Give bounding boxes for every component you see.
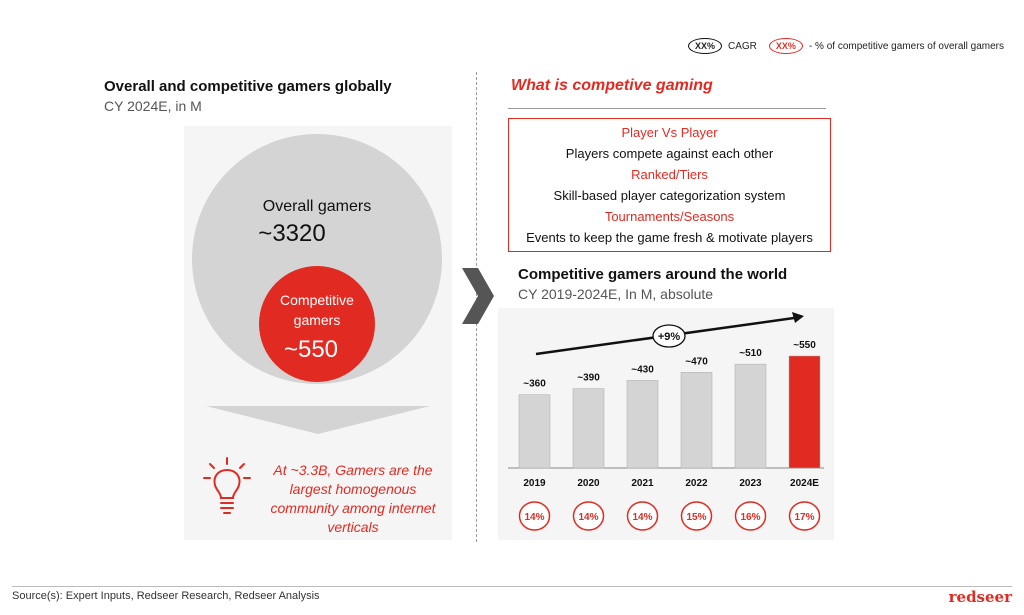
chevron-right-icon [462, 268, 494, 324]
overall-gamers-label: Overall gamers [262, 198, 372, 215]
value-label-2021: ~430 [631, 364, 654, 375]
bar-2020 [572, 388, 605, 469]
definition-text-2: Skill-based player categorization system [553, 188, 786, 203]
share-pill-2019 [518, 501, 551, 531]
definition-text-3: Events to keep the game fresh & motivate… [526, 230, 813, 245]
insight-line-3: community among internet [270, 500, 436, 516]
bar-2024E [788, 355, 821, 469]
cagr-arrowhead [792, 312, 804, 323]
chart-title: Competitive gamers around the world [518, 266, 788, 283]
competitive-gamers-value: ~550 [283, 336, 339, 363]
legend: XX% CAGR XX% - % of competitive gamers o… [687, 38, 1004, 54]
share-label-2022: 15% [686, 512, 706, 523]
share-label-2023: 16% [740, 512, 760, 523]
share-pill-2022 [680, 501, 713, 531]
share-label-2020: 14% [578, 512, 598, 523]
value-label-2022: ~470 [685, 356, 708, 367]
bar-2021 [626, 380, 659, 469]
lightbulb-icon [203, 457, 251, 514]
share-label-2021: 14% [632, 512, 652, 523]
definition-head-3: Tournaments/Seasons [604, 209, 735, 224]
share-pill-2023 [734, 501, 767, 531]
definition-title: What is competive gaming [511, 77, 713, 94]
insight-line-4: verticals [327, 519, 379, 535]
value-label-2023: ~510 [739, 348, 762, 359]
category-label-2020: 2020 [577, 478, 600, 489]
share-pill-2021 [626, 501, 659, 531]
insight-line-2: largest homogenous [289, 481, 417, 497]
category-label-2019: 2019 [523, 478, 546, 489]
competitive-gamers-label: Competitive gamers [259, 290, 375, 330]
value-label-2019: ~360 [523, 379, 546, 390]
category-label-2021: 2021 [631, 478, 654, 489]
competitive-gamers-circle [259, 266, 375, 382]
share-label-2019: 14% [524, 512, 544, 523]
bar-2019 [518, 394, 551, 469]
bar-chart: ~360 2019 14% ~390 2020 14% ~430 2021 14% ~470 202… [508, 312, 824, 531]
source-text: Source(s): Expert Inputs, Redseer Resear… [12, 590, 320, 602]
competitive-label-line-1: Competitive [280, 292, 354, 308]
category-label-2022: 2022 [685, 478, 708, 489]
cagr-legend-pill: XX% [687, 38, 722, 54]
overall-gamers-value: ~3320 [258, 220, 326, 247]
cagr-label: +9% [658, 331, 681, 343]
cagr-legend-label: CAGR [728, 40, 757, 52]
definition-head-1: Player Vs Player [621, 125, 718, 140]
category-label-2023: 2023 [739, 478, 762, 489]
insight-text: At ~3.3B, Gamers are the largest homogen… [258, 461, 448, 537]
definition-text-1: Players compete against each other [565, 146, 774, 161]
share-label-2024E: 17% [794, 512, 814, 523]
share-legend-label: - % of competitive gamers of overall gam… [808, 40, 1004, 52]
category-label-2024E: 2024E [790, 478, 819, 489]
competitive-label-line-2: gamers [293, 312, 341, 328]
value-label-2024E: ~550 [793, 340, 816, 351]
insight-line-1: At ~3.3B, Gamers are the [273, 462, 433, 478]
value-label-2020: ~390 [577, 373, 600, 384]
left-subtitle: CY 2024E, in M [104, 98, 202, 114]
title-underline [508, 108, 826, 109]
bar-2022 [680, 372, 713, 469]
share-pill-2024E [788, 501, 821, 531]
redseer-logo: redseer [948, 588, 1012, 606]
definition-head-2: Ranked/Tiers [631, 167, 708, 182]
share-pill-2020 [572, 501, 605, 531]
chart-subtitle: CY 2019-2024E, In M, absolute [518, 286, 714, 302]
definition-box: Player Vs Player Players compete against… [508, 118, 831, 252]
bar-2023 [734, 363, 767, 469]
cagr-pill [652, 324, 686, 348]
left-title: Overall and competitive gamers globally [104, 78, 392, 95]
footer-rule [12, 586, 1012, 587]
share-legend-pill: XX% [768, 38, 803, 54]
